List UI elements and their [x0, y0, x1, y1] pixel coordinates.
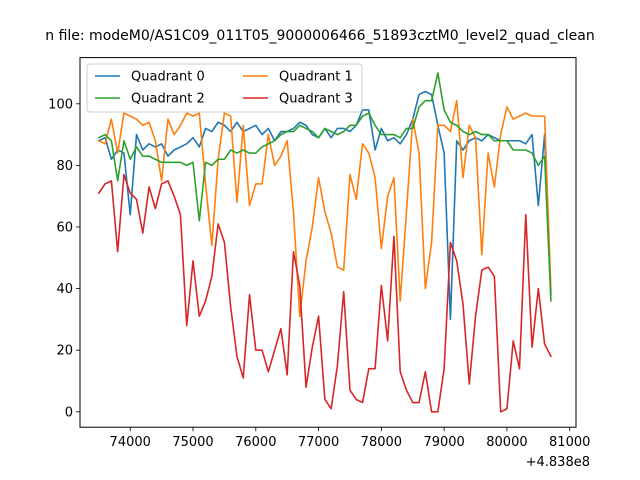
- y-tick-label: 0: [65, 405, 73, 420]
- x-axis-offset-label: +4.838e8: [526, 455, 590, 470]
- axes-frame: [79, 57, 577, 428]
- legend-frame: [86, 63, 363, 113]
- y-tick-label: 40: [56, 282, 73, 297]
- y-tick-label: 80: [56, 159, 73, 174]
- x-tick-label: 74000: [110, 435, 151, 450]
- legend-label-quadrant-1: Quadrant 1: [279, 70, 353, 85]
- series-line-quadrant-2: [97, 72, 552, 302]
- series-line-quadrant-1: [97, 99, 552, 318]
- y-axis: 0 20 40 60 80 100: [48, 97, 80, 420]
- legend-label-quadrant-2: Quadrant 2: [131, 92, 205, 107]
- legend: Quadrant 0 Quadrant 1 Quadrant 2 Quadrant 3: [86, 63, 363, 113]
- x-axis: 74000 75000 76000 77000 78000 79000 80000 81000: [110, 427, 590, 450]
- chart-title: n file: modeM0/AS1C09_011T05_9000006466_…: [45, 28, 594, 44]
- x-tick-label: 75000: [172, 435, 213, 450]
- y-tick-label: 100: [48, 97, 73, 112]
- x-tick-label: 76000: [235, 435, 276, 450]
- y-tick-label: 60: [56, 221, 73, 236]
- legend-label-quadrant-3: Quadrant 3: [279, 92, 353, 107]
- x-tick-label: 81000: [549, 435, 590, 450]
- series-line-quadrant-3: [97, 173, 552, 413]
- x-tick-label: 79000: [423, 435, 464, 450]
- y-tick-label: 20: [56, 344, 73, 359]
- x-tick-label: 80000: [486, 435, 527, 450]
- x-tick-label: 78000: [361, 435, 402, 450]
- series-layer: [97, 72, 552, 413]
- x-tick-label: 77000: [298, 435, 339, 450]
- legend-label-quadrant-0: Quadrant 0: [131, 70, 205, 85]
